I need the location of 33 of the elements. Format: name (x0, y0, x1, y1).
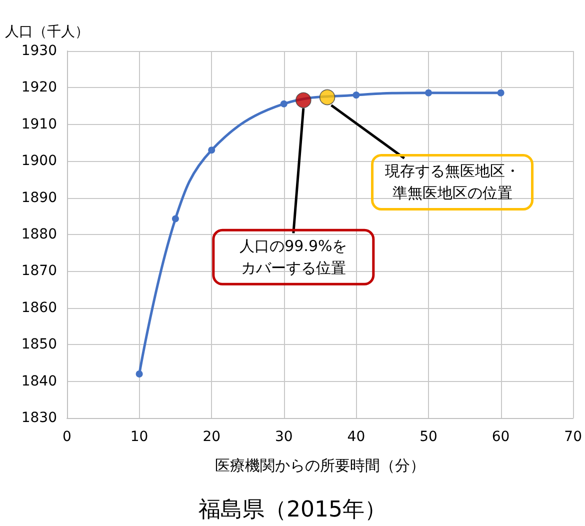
point (172, 215, 179, 222)
point (136, 370, 143, 378)
x-axis-title: 医療機関からの所要時間（分） (215, 456, 426, 474)
annotation: 人口の99.9%をカバーする位置 (240, 237, 348, 278)
y-tick-label: 1890 (21, 190, 57, 206)
point (280, 100, 288, 108)
x-tick-label: 20 (202, 429, 221, 445)
y-tick-label: 1900 (21, 153, 57, 170)
x-tick-label: 0 (62, 429, 72, 445)
x-tick-label: 70 (564, 429, 582, 445)
y-tick-label: 1880 (21, 226, 57, 242)
point (425, 89, 432, 96)
x-tick-label: 10 (130, 429, 148, 445)
annotation: 現存する無医地区・準無医地区の位置 (384, 162, 520, 202)
x-tick-label: 30 (274, 429, 293, 445)
point (208, 146, 216, 154)
y-tick-label: 1870 (21, 263, 57, 280)
y-tick-label: 1930 (21, 43, 57, 59)
y-tick-label: 1860 (21, 300, 57, 316)
point (319, 89, 336, 106)
y-tick-label: 1830 (21, 410, 57, 426)
y-tick-label: 1910 (21, 116, 57, 132)
point (497, 89, 504, 96)
x-tick-label: 40 (347, 429, 366, 445)
y-tick-label: 1920 (21, 80, 57, 96)
text: 福島県（2015年） (198, 498, 386, 522)
x-tick-label: 50 (420, 429, 438, 445)
point (296, 92, 312, 108)
y-tick-label: 1840 (21, 373, 57, 390)
y-tick-label: 1850 (21, 336, 57, 353)
y-axis-title: 人口（千人） (5, 24, 89, 40)
point (352, 92, 360, 99)
x-tick-label: 60 (492, 429, 510, 445)
